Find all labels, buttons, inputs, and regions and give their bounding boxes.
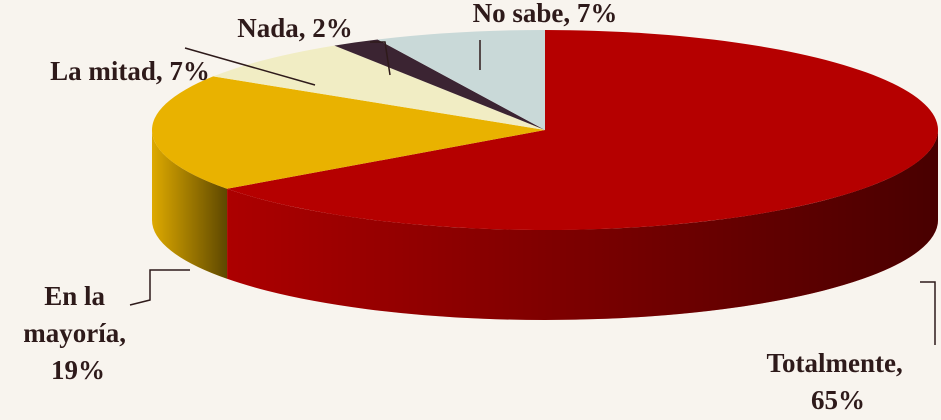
data-label: Nada, 2%	[237, 13, 353, 43]
slice-top	[334, 39, 545, 130]
slice-side-shade	[227, 130, 938, 320]
leader-line	[370, 41, 391, 76]
leader-line	[920, 281, 936, 345]
pie-slice	[213, 45, 545, 130]
leader-line	[129, 269, 190, 306]
slice-top	[227, 30, 938, 231]
pie-slice	[152, 76, 546, 279]
pie-slice	[334, 39, 545, 130]
pie-slice	[227, 30, 938, 320]
slice-top	[152, 76, 546, 189]
data-label: La mitad, 7%	[50, 56, 210, 86]
data-label: No sabe, 7%	[473, 0, 618, 28]
slice-top	[213, 45, 545, 130]
slice-side-shade	[152, 130, 228, 279]
data-label: Totalmente, 65%	[767, 348, 910, 415]
data-label: En la mayoría, 19%	[23, 281, 132, 385]
slice-top	[377, 30, 545, 130]
pie-slice	[377, 30, 545, 130]
leader-line	[184, 47, 316, 86]
